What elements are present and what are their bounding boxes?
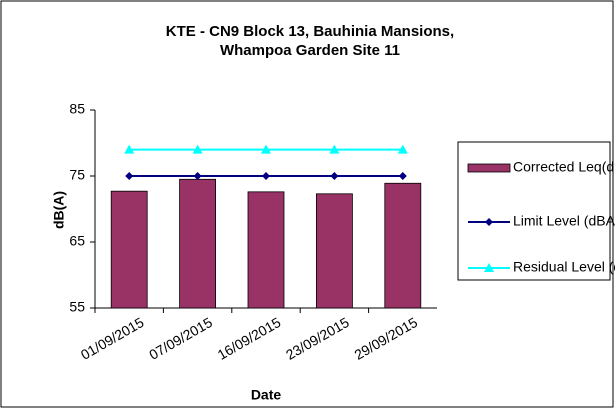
line-marker	[124, 144, 135, 154]
bar	[179, 178, 217, 309]
bar	[247, 191, 285, 309]
x-tick-label: 01/09/2015	[78, 314, 147, 363]
chart-title: KTE - CN9 Block 13, Bauhinia Mansions, W…	[165, 23, 455, 59]
x-tick-label: 07/09/2015	[146, 314, 215, 363]
legend-marker	[485, 218, 493, 226]
x-tick-label: 29/09/2015	[351, 314, 420, 363]
bar	[315, 193, 353, 309]
line-marker	[192, 144, 203, 154]
x-tick-label: 23/09/2015	[283, 314, 352, 363]
y-tick-label: 85	[69, 101, 85, 117]
x-tick-label: 16/09/2015	[215, 314, 284, 363]
line-marker	[125, 172, 134, 180]
bar	[384, 182, 422, 309]
legend-marker	[484, 263, 494, 272]
line-marker	[398, 172, 407, 180]
legend-label: Corrected Leq(dBA)#	[513, 159, 615, 175]
line-marker	[330, 172, 339, 180]
legend-swatch	[467, 163, 511, 173]
y-tick-label: 55	[69, 299, 85, 315]
y-tick-label: 75	[69, 167, 85, 183]
line-marker	[262, 172, 270, 180]
legend-label: Limit Level (dBA)	[513, 213, 615, 229]
legend-label: Residual Level (dBA)##	[513, 259, 615, 275]
line-marker	[261, 144, 271, 154]
y-tick-label: 65	[69, 233, 85, 249]
bar	[110, 190, 148, 309]
y-axis-title: dB(A)	[51, 191, 67, 229]
x-axis-title: Date	[251, 387, 282, 403]
line-marker	[329, 144, 340, 154]
line-marker	[193, 172, 202, 180]
line-marker	[397, 144, 408, 154]
